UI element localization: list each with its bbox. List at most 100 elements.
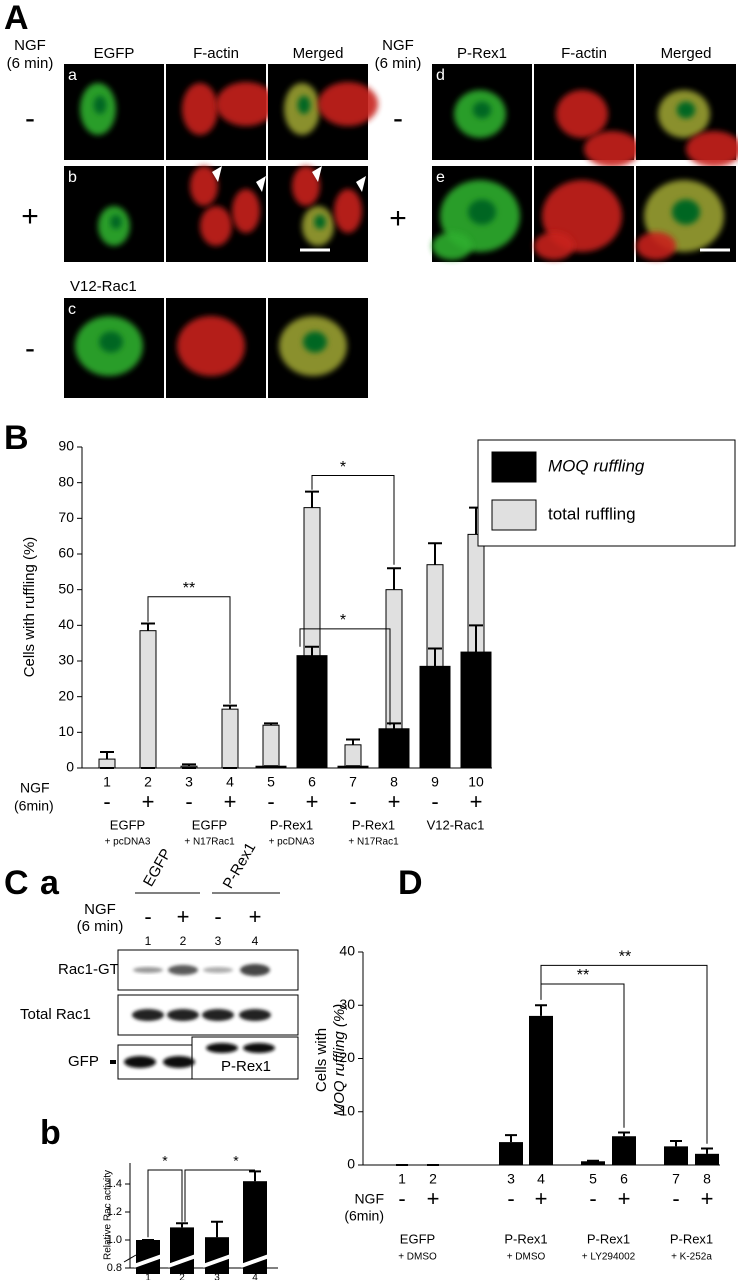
error-bar <box>387 722 401 729</box>
group-label: P-Rex1 <box>670 1231 713 1246</box>
group-sublabel: + K-252a <box>671 1252 712 1263</box>
x-tick-label: 3 <box>507 1171 515 1187</box>
significance-bracket <box>184 1169 255 1222</box>
group-sublabel: + N17Rac1 <box>184 837 235 848</box>
error-bar <box>141 622 155 631</box>
panel-letter: d <box>436 67 445 84</box>
error-bar <box>505 1134 517 1143</box>
y-tick-label: 90 <box>58 438 74 454</box>
bar <box>296 655 328 769</box>
cell <box>334 189 362 233</box>
cell <box>232 189 260 233</box>
error-bar <box>618 1131 630 1137</box>
group-label: P-Rex1 <box>587 1231 630 1246</box>
nucleus <box>472 101 492 119</box>
panel-label: A <box>4 0 29 37</box>
band <box>132 1009 164 1021</box>
y-tick-label: 0 <box>66 759 74 775</box>
lane-group: EGFP <box>140 846 175 890</box>
nucleus <box>672 199 700 225</box>
band <box>239 1009 271 1021</box>
nucleus <box>303 331 327 353</box>
lane-number: 1 <box>145 934 152 948</box>
x-tick-label: 1 <box>103 774 111 790</box>
significance-bracket <box>299 628 391 726</box>
significance-label: * <box>233 1153 239 1169</box>
error-bar <box>211 1220 223 1238</box>
group-sublabel: + DMSO <box>398 1252 437 1263</box>
x-tick-label: 2 <box>144 774 152 790</box>
ngf-sign: - <box>507 1186 514 1211</box>
cell <box>177 316 245 376</box>
band <box>202 1009 234 1021</box>
y-tick-label: 40 <box>58 616 74 632</box>
nucleus <box>297 95 311 115</box>
axis-break <box>167 1254 197 1268</box>
ngf-sign: + <box>389 202 407 235</box>
significance-label: * <box>340 459 346 476</box>
x-tick-label: 5 <box>267 774 275 790</box>
cell <box>216 82 276 126</box>
column-header: Merged <box>293 45 344 62</box>
blot-row-label: Total Rac1 <box>20 1006 91 1023</box>
group-label: EGFP <box>192 817 227 832</box>
arrowhead <box>256 176 266 192</box>
group-label: P-Rex1 <box>270 817 313 832</box>
arrowhead <box>212 166 222 182</box>
group-label: P-Rex1 <box>504 1231 547 1246</box>
ngf-sign: + <box>142 789 155 814</box>
x-tick-label: 4 <box>537 1171 545 1187</box>
error-bar <box>223 704 237 710</box>
ngf-sign: + <box>21 200 39 233</box>
x-tick-label: 7 <box>349 774 357 790</box>
error-bar <box>428 542 442 565</box>
y-tick-label: 10 <box>58 723 74 739</box>
bar <box>529 1015 553 1165</box>
y-tick-label: 0.8 <box>107 1262 122 1274</box>
significance-bracket <box>540 983 625 1128</box>
bar <box>499 1142 523 1165</box>
cell <box>200 206 232 246</box>
band <box>124 1056 156 1068</box>
bar-break <box>136 1268 160 1274</box>
x-tick-label: 1 <box>398 1171 406 1187</box>
ngf-sign: + <box>249 904 262 929</box>
legend-swatch <box>491 499 537 531</box>
error-bar <box>428 647 442 667</box>
error-bar <box>264 722 278 726</box>
panel-label: b <box>40 1114 61 1152</box>
blot-row-label: Rac1-GTP <box>58 961 129 978</box>
y-tick-label: 10 <box>339 1102 355 1118</box>
error-bar <box>305 645 319 656</box>
ngf-sign: - <box>349 789 356 814</box>
x-tick-label: 1 <box>145 1273 151 1280</box>
significance-bracket <box>147 596 231 704</box>
lane-number: 2 <box>180 934 187 948</box>
ngf-sign: + <box>470 789 483 814</box>
x-tick-label: 2 <box>429 1171 437 1187</box>
error-bar <box>100 750 114 760</box>
band <box>167 1009 199 1021</box>
ngf-label: (6 min) <box>375 55 422 72</box>
axis-break <box>240 1254 270 1268</box>
bar-break <box>243 1268 267 1274</box>
ngf-label: NGF <box>20 780 50 796</box>
marker <box>110 1060 116 1064</box>
band <box>243 1043 275 1053</box>
panel-letter: c <box>68 301 76 318</box>
cell <box>292 166 320 206</box>
nucleus <box>314 215 326 229</box>
band <box>203 967 233 973</box>
group-sublabel: + N17Rac1 <box>348 837 399 848</box>
error-bar <box>469 624 483 653</box>
blot <box>191 1036 299 1080</box>
band <box>206 1043 238 1053</box>
legend-label: MOQ ruffling <box>548 456 645 475</box>
ngf-sign: - <box>393 102 403 135</box>
bar <box>419 665 451 769</box>
arrowhead <box>356 176 366 192</box>
ngf-sign: - <box>672 1186 679 1211</box>
bar <box>581 1161 605 1165</box>
